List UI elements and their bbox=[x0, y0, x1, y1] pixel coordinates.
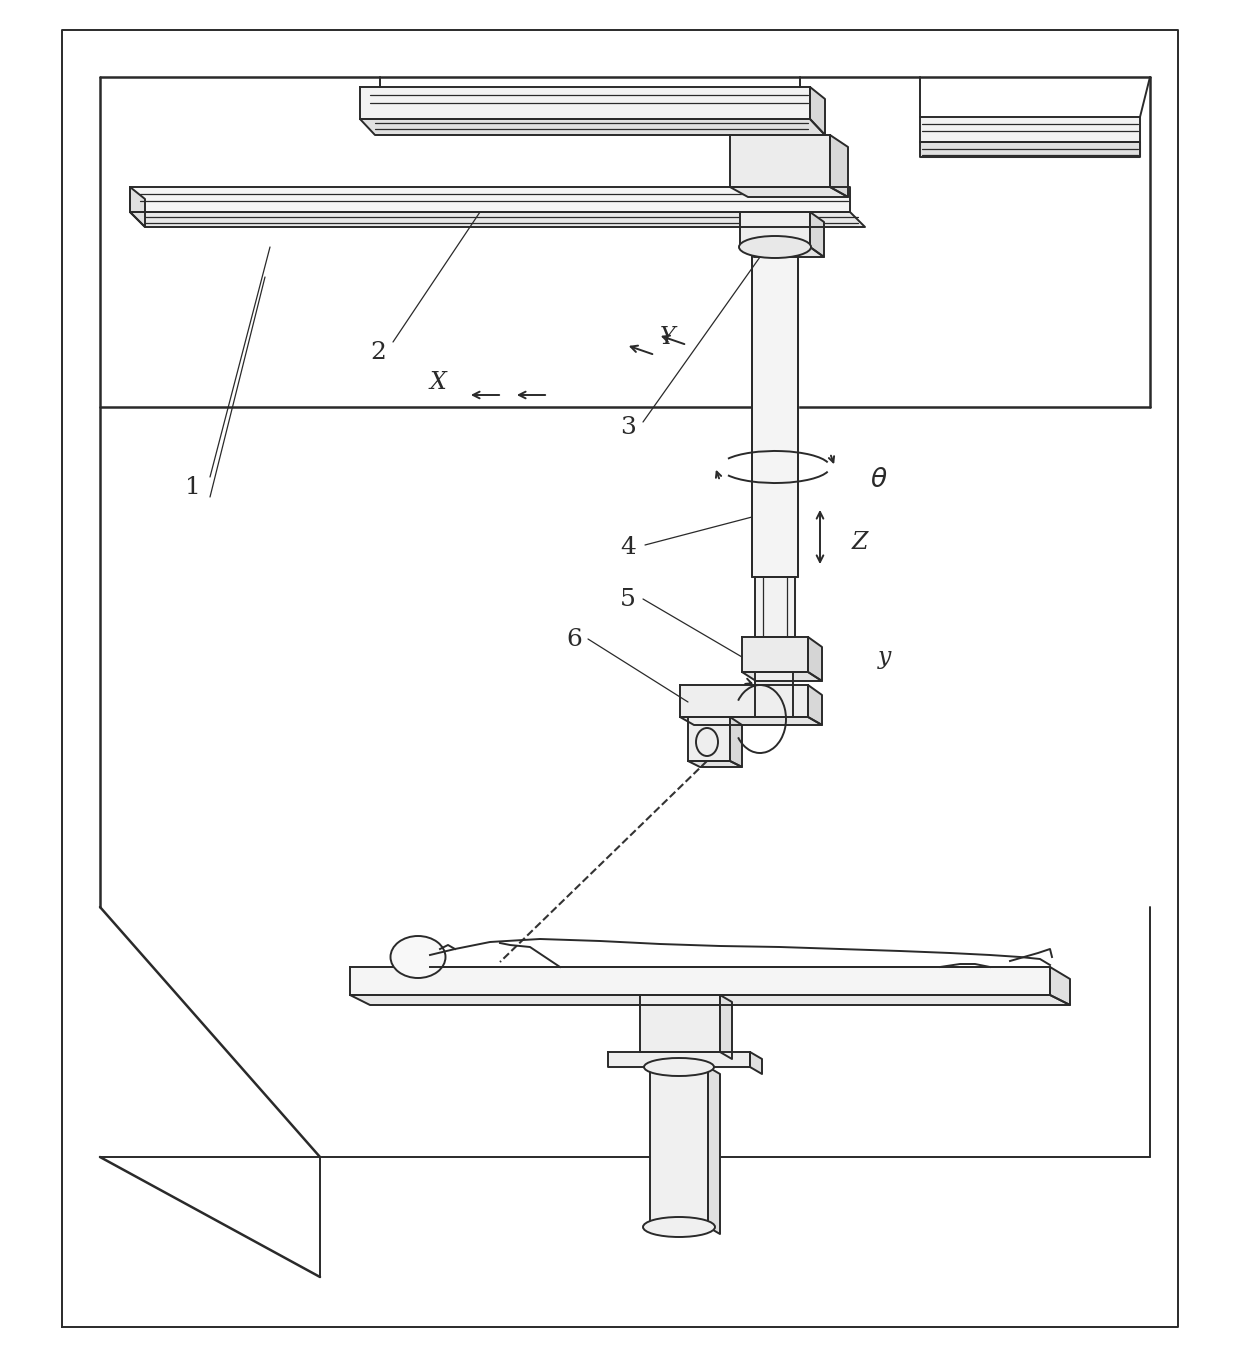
Polygon shape bbox=[755, 577, 795, 636]
Polygon shape bbox=[688, 716, 730, 761]
Polygon shape bbox=[708, 1067, 720, 1234]
Polygon shape bbox=[742, 636, 808, 672]
Text: X: X bbox=[430, 370, 446, 394]
Text: y: y bbox=[878, 646, 892, 669]
Ellipse shape bbox=[644, 1217, 715, 1238]
Polygon shape bbox=[130, 212, 866, 227]
Polygon shape bbox=[640, 995, 720, 1052]
Polygon shape bbox=[751, 247, 799, 577]
Polygon shape bbox=[1050, 968, 1070, 1006]
Text: Y: Y bbox=[660, 326, 676, 349]
Polygon shape bbox=[810, 87, 825, 134]
Polygon shape bbox=[808, 636, 822, 681]
Text: 5: 5 bbox=[620, 588, 636, 611]
Polygon shape bbox=[350, 995, 1070, 1006]
Polygon shape bbox=[688, 761, 742, 767]
Polygon shape bbox=[360, 119, 825, 134]
Text: $\theta$: $\theta$ bbox=[870, 467, 888, 491]
Polygon shape bbox=[608, 1052, 750, 1067]
Ellipse shape bbox=[739, 236, 811, 258]
Polygon shape bbox=[680, 685, 808, 716]
Text: 3: 3 bbox=[620, 415, 636, 438]
Text: 1: 1 bbox=[185, 475, 201, 498]
Polygon shape bbox=[720, 995, 732, 1058]
Polygon shape bbox=[360, 87, 810, 119]
Polygon shape bbox=[742, 672, 822, 681]
Text: 4: 4 bbox=[620, 536, 636, 559]
Ellipse shape bbox=[644, 1058, 714, 1076]
Polygon shape bbox=[730, 716, 742, 767]
Ellipse shape bbox=[391, 936, 445, 978]
Text: 6: 6 bbox=[565, 627, 582, 650]
Polygon shape bbox=[740, 212, 810, 247]
Polygon shape bbox=[130, 187, 145, 227]
Polygon shape bbox=[740, 247, 825, 256]
Polygon shape bbox=[650, 1067, 708, 1227]
Polygon shape bbox=[130, 187, 849, 212]
Polygon shape bbox=[830, 134, 848, 197]
Polygon shape bbox=[755, 672, 794, 716]
Polygon shape bbox=[62, 30, 1178, 1327]
Polygon shape bbox=[730, 187, 848, 197]
Text: 2: 2 bbox=[370, 341, 386, 364]
Polygon shape bbox=[920, 117, 1140, 142]
Polygon shape bbox=[350, 968, 1050, 995]
Polygon shape bbox=[750, 1052, 763, 1073]
Polygon shape bbox=[680, 716, 822, 725]
Polygon shape bbox=[810, 212, 825, 256]
Polygon shape bbox=[808, 685, 822, 725]
Polygon shape bbox=[920, 142, 1140, 157]
Text: Z: Z bbox=[852, 531, 868, 554]
Polygon shape bbox=[730, 134, 830, 187]
